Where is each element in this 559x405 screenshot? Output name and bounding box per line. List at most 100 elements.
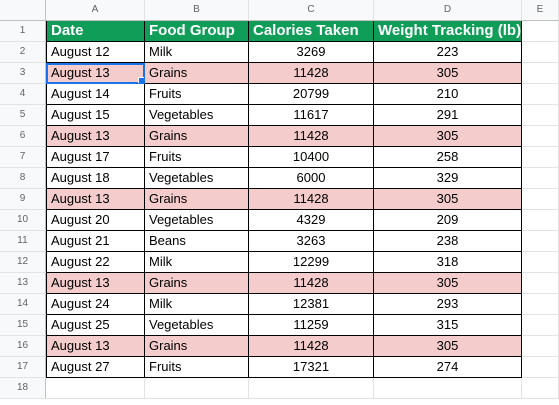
header-cell-date[interactable]: Date xyxy=(46,21,145,42)
food-group-cell[interactable]: Vegetables xyxy=(145,210,249,231)
weight-cell[interactable]: 293 xyxy=(374,294,522,315)
empty-cell[interactable] xyxy=(522,63,559,84)
weight-cell[interactable]: 305 xyxy=(374,273,522,294)
date-cell[interactable]: August 18 xyxy=(46,168,145,189)
food-group-cell[interactable]: Grains xyxy=(145,126,249,147)
empty-cell[interactable] xyxy=(522,378,559,399)
empty-cell[interactable] xyxy=(522,84,559,105)
date-cell[interactable]: August 27 xyxy=(46,357,145,378)
row-header[interactable]: 1 xyxy=(0,21,46,42)
column-header-e[interactable]: E xyxy=(522,0,559,21)
row-header[interactable]: 4 xyxy=(0,84,46,105)
food-group-cell[interactable]: Grains xyxy=(145,273,249,294)
date-cell[interactable]: August 12 xyxy=(46,42,145,63)
empty-cell[interactable] xyxy=(522,42,559,63)
empty-cell[interactable] xyxy=(522,126,559,147)
empty-cell[interactable] xyxy=(522,315,559,336)
empty-cell[interactable] xyxy=(522,294,559,315)
empty-cell[interactable] xyxy=(522,273,559,294)
header-cell-calories[interactable]: Calories Taken xyxy=(249,21,374,42)
food-group-cell[interactable]: Grains xyxy=(145,336,249,357)
row-header[interactable]: 15 xyxy=(0,315,46,336)
date-cell[interactable]: August 13 xyxy=(46,336,145,357)
food-group-cell[interactable]: Grains xyxy=(145,189,249,210)
weight-cell[interactable]: 305 xyxy=(374,126,522,147)
calories-cell[interactable]: 12381 xyxy=(249,294,374,315)
date-cell[interactable]: August 14 xyxy=(46,84,145,105)
calories-cell[interactable]: 6000 xyxy=(249,168,374,189)
row-header[interactable]: 7 xyxy=(0,147,46,168)
weight-cell[interactable]: 305 xyxy=(374,336,522,357)
food-group-cell[interactable]: Beans xyxy=(145,231,249,252)
calories-cell[interactable]: 17321 xyxy=(249,357,374,378)
weight-cell[interactable]: 258 xyxy=(374,147,522,168)
calories-cell[interactable]: 11617 xyxy=(249,105,374,126)
food-group-cell[interactable]: Fruits xyxy=(145,84,249,105)
row-header[interactable]: 11 xyxy=(0,231,46,252)
row-header[interactable]: 13 xyxy=(0,273,46,294)
empty-cell[interactable] xyxy=(374,378,522,399)
weight-cell[interactable]: 291 xyxy=(374,105,522,126)
column-header-c[interactable]: C xyxy=(249,0,374,21)
empty-cell[interactable] xyxy=(522,336,559,357)
date-cell[interactable]: August 21 xyxy=(46,231,145,252)
date-cell[interactable]: August 24 xyxy=(46,294,145,315)
calories-cell[interactable]: 11428 xyxy=(249,63,374,84)
calories-cell[interactable]: 11259 xyxy=(249,315,374,336)
empty-cell[interactable] xyxy=(522,210,559,231)
weight-cell[interactable]: 238 xyxy=(374,231,522,252)
row-header[interactable]: 16 xyxy=(0,336,46,357)
date-cell[interactable]: August 25 xyxy=(46,315,145,336)
row-header[interactable]: 12 xyxy=(0,252,46,273)
weight-cell[interactable]: 315 xyxy=(374,315,522,336)
date-cell[interactable]: August 13 xyxy=(46,273,145,294)
column-header-d[interactable]: D xyxy=(374,0,522,21)
calories-cell[interactable]: 20799 xyxy=(249,84,374,105)
food-group-cell[interactable]: Milk xyxy=(145,294,249,315)
row-header[interactable]: 10 xyxy=(0,210,46,231)
empty-cell[interactable] xyxy=(522,105,559,126)
calories-cell[interactable]: 3269 xyxy=(249,42,374,63)
food-group-cell[interactable]: Fruits xyxy=(145,147,249,168)
empty-cell[interactable] xyxy=(522,189,559,210)
empty-cell[interactable] xyxy=(46,378,145,399)
empty-cell[interactable] xyxy=(522,231,559,252)
date-cell[interactable]: August 15 xyxy=(46,105,145,126)
column-header-a[interactable]: A xyxy=(46,0,145,21)
empty-cell[interactable] xyxy=(145,378,249,399)
food-group-cell[interactable]: Vegetables xyxy=(145,315,249,336)
date-cell[interactable]: August 17 xyxy=(46,147,145,168)
header-cell-food-group[interactable]: Food Group xyxy=(145,21,249,42)
calories-cell[interactable]: 11428 xyxy=(249,126,374,147)
empty-cell[interactable] xyxy=(522,168,559,189)
food-group-cell[interactable]: Vegetables xyxy=(145,105,249,126)
weight-cell[interactable]: 318 xyxy=(374,252,522,273)
weight-cell[interactable]: 223 xyxy=(374,42,522,63)
food-group-cell[interactable]: Fruits xyxy=(145,357,249,378)
select-all-corner[interactable] xyxy=(0,0,46,21)
empty-cell[interactable] xyxy=(522,252,559,273)
weight-cell[interactable]: 305 xyxy=(374,63,522,84)
weight-cell[interactable]: 305 xyxy=(374,189,522,210)
weight-cell[interactable]: 329 xyxy=(374,168,522,189)
calories-cell[interactable]: 3263 xyxy=(249,231,374,252)
date-cell[interactable]: August 13 xyxy=(46,189,145,210)
calories-cell[interactable]: 10400 xyxy=(249,147,374,168)
row-header[interactable]: 9 xyxy=(0,189,46,210)
empty-cell[interactable] xyxy=(522,147,559,168)
date-cell-selected[interactable]: August 13 xyxy=(46,63,145,84)
row-header[interactable]: 2 xyxy=(0,42,46,63)
row-header[interactable]: 5 xyxy=(0,105,46,126)
calories-cell[interactable]: 4329 xyxy=(249,210,374,231)
empty-cell[interactable] xyxy=(522,21,559,42)
weight-cell[interactable]: 209 xyxy=(374,210,522,231)
empty-cell[interactable] xyxy=(249,378,374,399)
row-header[interactable]: 17 xyxy=(0,357,46,378)
date-cell[interactable]: August 22 xyxy=(46,252,145,273)
calories-cell[interactable]: 11428 xyxy=(249,273,374,294)
row-header[interactable]: 3 xyxy=(0,63,46,84)
row-header[interactable]: 18 xyxy=(0,378,46,399)
food-group-cell[interactable]: Grains xyxy=(145,63,249,84)
row-header[interactable]: 14 xyxy=(0,294,46,315)
calories-cell[interactable]: 11428 xyxy=(249,336,374,357)
